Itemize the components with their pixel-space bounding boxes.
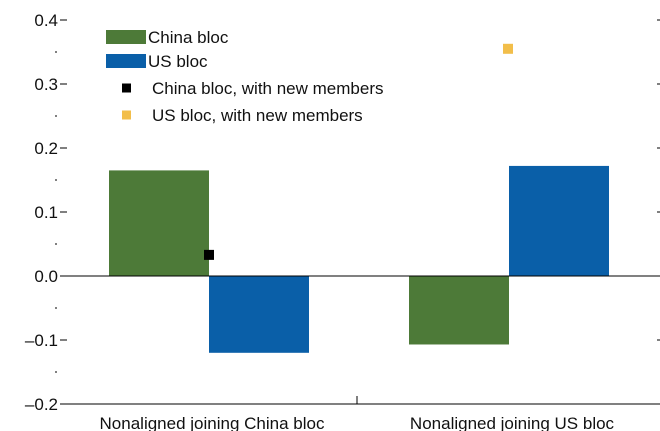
legend-swatch-china-new (122, 83, 131, 93)
legend-swatch-china (106, 30, 146, 44)
bar-us (209, 276, 309, 353)
bar-us (509, 165, 609, 276)
y-tick-label: –0.2 (25, 395, 58, 414)
y-tick-label: –0.1 (25, 331, 58, 350)
y-axis: 0.4 0.3 0.2 0.1 0.0 –0.1 –0.2 (25, 11, 67, 414)
bar-china (409, 276, 509, 345)
legend-swatch-us-new (122, 110, 131, 120)
x-category-label: Nonaligned joining China bloc (100, 414, 325, 431)
legend-label-china: China bloc (148, 28, 229, 47)
marker-us-new (503, 43, 513, 54)
marker-china-new (204, 249, 214, 260)
x-category-label: Nonaligned joining US bloc (410, 414, 615, 431)
y-tick-label: 0.4 (34, 11, 58, 30)
legend-label-us: US bloc (148, 52, 208, 71)
legend-label-us-new: US bloc, with new members (152, 106, 363, 125)
legend: China bloc US bloc China bloc, with new me… (106, 28, 383, 125)
x-axis: Nonaligned joining China bloc Nonaligned … (60, 275, 660, 431)
y-tick-label: 0.0 (34, 267, 58, 286)
bars-group (109, 165, 609, 353)
y-tick-label: 0.3 (34, 75, 58, 94)
legend-label-china-new: China bloc, with new members (152, 79, 383, 98)
legend-swatch-us (106, 54, 146, 68)
y-tick-label: 0.1 (34, 203, 58, 222)
bar-china (109, 170, 209, 276)
y-tick-label: 0.2 (34, 139, 58, 158)
markers-group (204, 43, 513, 260)
